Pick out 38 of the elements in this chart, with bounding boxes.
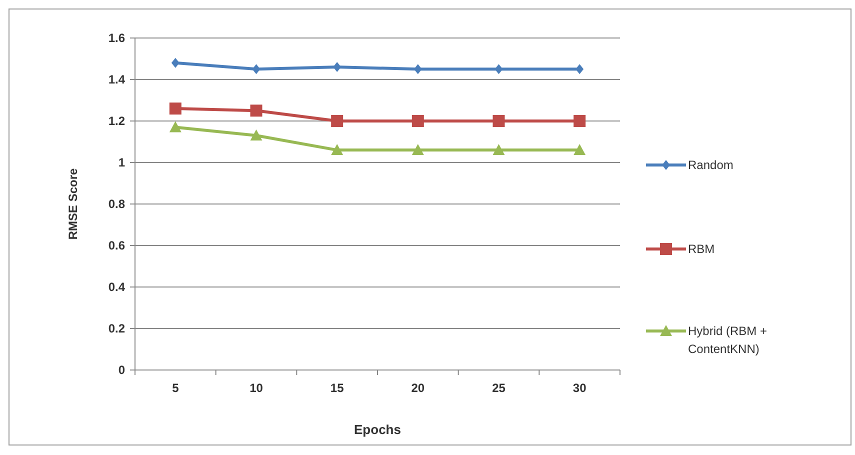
y-tick-label: 0	[118, 363, 126, 378]
legend-label: Random	[688, 158, 734, 172]
point	[331, 144, 344, 156]
legend-label: Hybrid (RBM + ContentKNN)	[688, 324, 768, 356]
y-tick-label: 1.4	[108, 72, 126, 87]
y-tick-label: 1.6	[108, 31, 126, 46]
x-tick-label: 25	[492, 381, 506, 395]
x-tick-label: 20	[411, 381, 425, 395]
legend-label: RBM	[688, 242, 715, 256]
point	[412, 115, 424, 127]
point	[492, 144, 505, 156]
point	[414, 64, 422, 74]
x-tick-label: 10	[250, 381, 264, 395]
y-tick-label: 1	[118, 156, 126, 170]
point	[576, 64, 584, 74]
y-tick-label: 0.8	[108, 197, 126, 212]
point	[331, 115, 344, 127]
x-tick-label: 15	[330, 381, 344, 395]
point	[171, 58, 180, 68]
x-tick-label: 5	[172, 381, 180, 395]
point	[169, 102, 182, 115]
x-tick-label: 30	[572, 381, 587, 395]
point	[169, 121, 182, 132]
y-tick-label: 0.4	[108, 280, 126, 294]
y-tick-label: 1.2	[108, 114, 126, 128]
point	[412, 144, 424, 156]
y-tick-label: 0.2	[108, 322, 126, 336]
y-axis-title: RMSE Score	[66, 168, 80, 240]
point	[492, 115, 505, 127]
point	[333, 62, 342, 72]
y-tick-label: 0.6	[108, 238, 126, 253]
point	[574, 115, 586, 127]
point	[250, 104, 262, 117]
point	[494, 64, 503, 74]
point	[250, 130, 262, 141]
x-axis-title: Epochs	[354, 422, 401, 437]
point	[574, 144, 586, 156]
point	[252, 64, 260, 74]
